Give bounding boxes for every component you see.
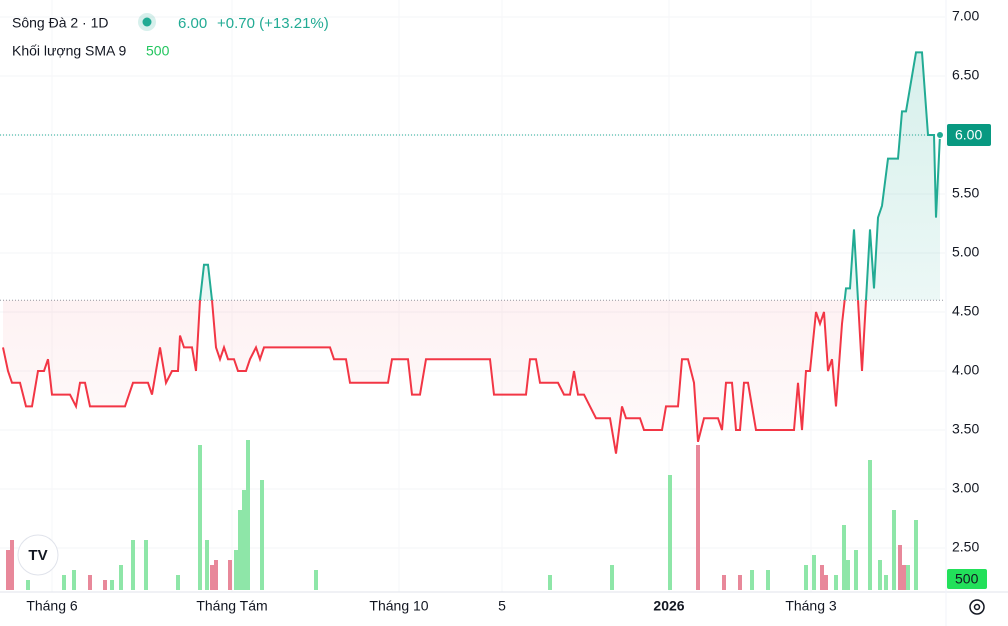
volume-bar xyxy=(72,570,76,590)
volume-bar xyxy=(205,540,209,590)
volume-bar xyxy=(696,445,700,590)
volume-bar xyxy=(820,565,824,590)
volume-bar xyxy=(10,540,14,590)
price-change: +0.70 (+13.21%) xyxy=(217,15,329,32)
volume-bar xyxy=(246,440,250,590)
volume-sma-axis-label: 500 xyxy=(955,571,979,587)
live-dot xyxy=(142,17,152,27)
volume-bar xyxy=(898,545,902,590)
volume-bar xyxy=(62,575,66,590)
volume-bar xyxy=(119,565,123,590)
y-tick-label: 4.50 xyxy=(952,303,979,319)
volume-bar xyxy=(812,555,816,590)
last-price: 6.00 xyxy=(178,15,207,32)
x-tick-label: Tháng 3 xyxy=(785,598,837,614)
logo-text: TV xyxy=(28,547,47,564)
volume-bar xyxy=(548,575,552,590)
volume-legend: Khối lượng SMA 9 xyxy=(12,43,126,59)
volume-bar xyxy=(854,550,858,590)
volume-bar xyxy=(88,575,92,590)
volume-bar xyxy=(131,540,135,590)
y-tick-label: 3.50 xyxy=(952,421,979,437)
volume-bar xyxy=(6,550,10,590)
volume-bar xyxy=(824,575,828,590)
volume-bar xyxy=(902,565,906,590)
last-point xyxy=(936,131,944,139)
volume-bar xyxy=(110,580,114,590)
axes: 2.50 3.00 3.50 4.00 4.50 5.00 5.50 6.00 6.50 7.00… xyxy=(26,8,991,614)
volume-bar xyxy=(884,575,888,590)
x-tick-label: Tháng 6 xyxy=(26,598,78,614)
x-tick-label: Tháng 10 xyxy=(369,598,428,614)
x-tick-label: 2026 xyxy=(653,598,684,614)
grid xyxy=(0,16,945,549)
line-down xyxy=(2,300,868,454)
plot xyxy=(0,51,945,454)
last-price-box xyxy=(947,124,991,146)
volume-bar xyxy=(668,475,672,590)
volume-bar xyxy=(610,565,614,590)
volume-bar xyxy=(722,575,726,590)
volume-bar xyxy=(198,445,202,590)
volume-bar xyxy=(906,565,910,590)
volume-bar xyxy=(26,580,30,590)
volume-bar xyxy=(228,560,232,590)
settings-icon[interactable] xyxy=(969,599,985,615)
volume-bar xyxy=(260,480,264,590)
volume-sma-value: 500 xyxy=(146,43,170,59)
volume-bar xyxy=(234,550,238,590)
volume-sma-box xyxy=(947,569,987,589)
y-tick-label: 2.50 xyxy=(952,539,979,555)
y-tick-label: 3.00 xyxy=(952,480,979,496)
volume-bar xyxy=(878,560,882,590)
volume-bar xyxy=(766,570,770,590)
volume-bar xyxy=(868,460,872,590)
volume-bar xyxy=(750,570,754,590)
volume-bar xyxy=(914,520,918,590)
volume-bar xyxy=(238,510,242,590)
area-down xyxy=(3,300,866,454)
y-tick-label: 6.50 xyxy=(952,67,979,83)
y-tick-label: 4.00 xyxy=(952,362,979,378)
x-tick-label: 5 xyxy=(498,598,506,614)
y-tick-label: 5.00 xyxy=(952,244,979,260)
y-tick-label: 7.00 xyxy=(952,8,979,24)
volume-bar xyxy=(176,575,180,590)
volume-bar xyxy=(144,540,148,590)
logo[interactable] xyxy=(17,534,59,576)
volume-bar xyxy=(834,575,838,590)
last-price-label: 6.00 xyxy=(955,127,982,143)
volume-bar xyxy=(846,560,850,590)
volume xyxy=(6,440,918,590)
y-tick-label: 5.50 xyxy=(952,185,979,201)
volume-bar xyxy=(892,510,896,590)
volume-bar xyxy=(242,490,246,590)
volume-bar xyxy=(804,565,808,590)
volume-bar xyxy=(103,580,107,590)
volume-bar xyxy=(214,560,218,590)
volume-bar xyxy=(738,575,742,590)
volume-bar xyxy=(210,565,214,590)
volume-bar xyxy=(314,570,318,590)
volume-bar xyxy=(842,525,846,590)
legend-title: Sông Đà 2 · 1D xyxy=(12,15,109,31)
x-tick-label: Tháng Tám xyxy=(196,598,267,614)
